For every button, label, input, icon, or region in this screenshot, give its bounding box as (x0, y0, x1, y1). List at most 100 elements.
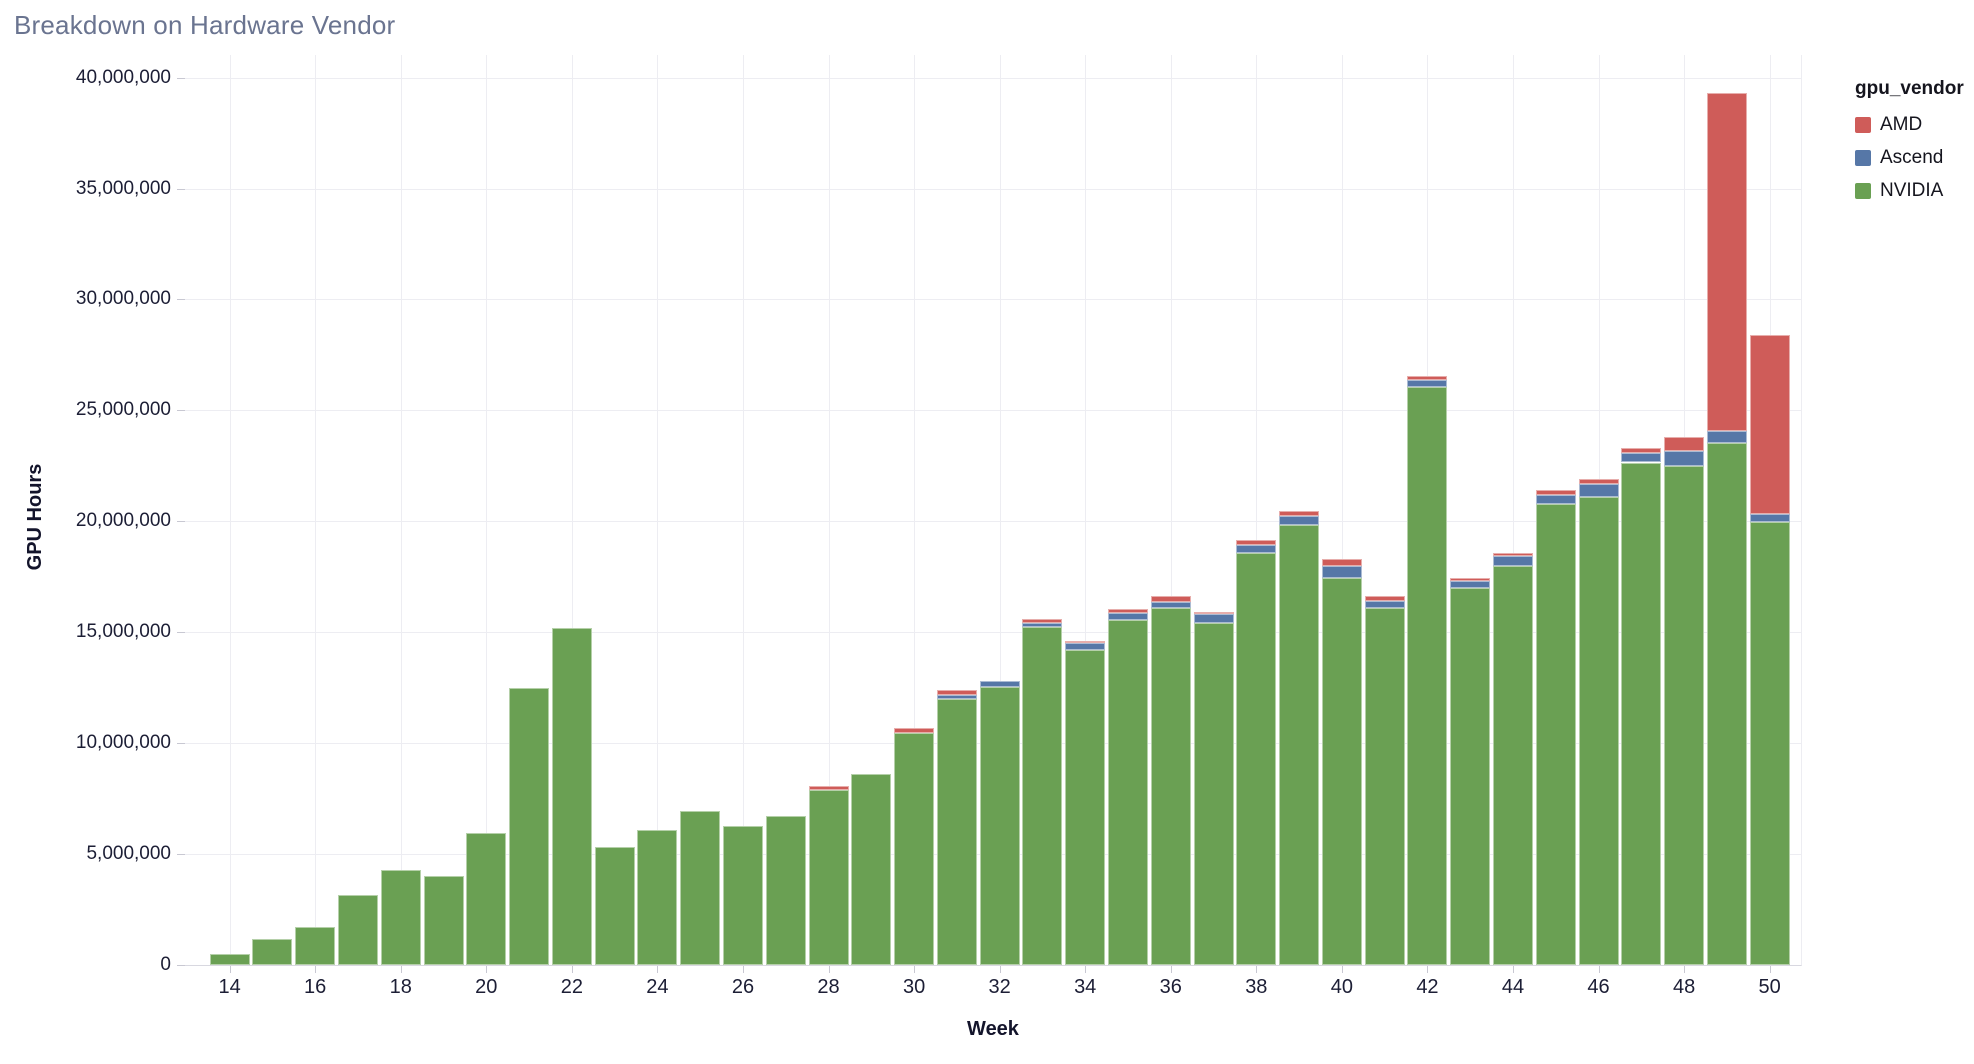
x-tick-label: 36 (1159, 976, 1182, 998)
x-tick-label: 38 (1245, 976, 1268, 998)
x-tick-label: 16 (304, 976, 327, 998)
bar-week-48-amd (1664, 436, 1705, 452)
legend-swatch-nvidia (1855, 183, 1871, 199)
bar-week-31-nvidia (936, 698, 977, 965)
gridline-v (914, 55, 916, 965)
bar-week-41-nvidia (1364, 607, 1405, 965)
x-tick-label: 18 (389, 976, 412, 998)
plot-area (185, 55, 1802, 966)
y-tick-label: 0 (160, 954, 171, 975)
bar-week-33-nvidia (1022, 626, 1063, 965)
gridline-v (1513, 55, 1514, 965)
legend-item-ascend[interactable]: Ascend (1855, 147, 1964, 169)
bar-week-21-nvidia (509, 687, 550, 965)
bar-week-43-nvidia (1450, 587, 1491, 965)
y-tick-label: 35,000,000 (75, 177, 171, 199)
x-tick-label: 44 (1501, 976, 1525, 998)
gridline-v (1170, 55, 1172, 965)
gridline-v (1341, 55, 1343, 965)
bar-week-32-nvidia (979, 686, 1020, 965)
gridline-v (1085, 55, 1087, 965)
y-axis-tick (177, 521, 185, 523)
legend-item-nvidia[interactable]: NVIDIA (1855, 180, 1964, 202)
x-axis-tick (1341, 966, 1343, 973)
x-axis-tick (1769, 966, 1771, 973)
bar-week-49-amd (1706, 93, 1747, 432)
x-axis-tick (1598, 966, 1600, 973)
y-axis-tick (177, 188, 185, 190)
bar-week-29-nvidia (851, 774, 892, 965)
bar-week-24-nvidia (637, 829, 678, 965)
bar-week-44-ascend (1493, 555, 1533, 566)
y-axis-tick (177, 299, 185, 301)
bar-week-42-amd (1407, 375, 1448, 381)
bar-week-46-amd (1578, 479, 1619, 484)
y-axis-tick (177, 965, 185, 966)
x-axis-tick (1427, 966, 1429, 973)
bar-week-44-amd (1493, 553, 1533, 556)
gridline-v (1256, 55, 1258, 965)
y-axis-tick (177, 632, 185, 634)
bar-week-50-nvidia (1749, 522, 1790, 965)
bar-week-27-nvidia (765, 816, 806, 965)
gridline-v (742, 55, 744, 965)
bar-week-50-amd (1749, 334, 1790, 514)
bar-week-47-amd (1621, 448, 1662, 453)
bar-week-28-amd (808, 786, 849, 790)
bar-week-41-amd (1364, 595, 1405, 602)
legend-item-label: NVIDIA (1880, 180, 1944, 201)
y-tick-label: 10,000,000 (75, 732, 171, 754)
bar-week-44-nvidia (1493, 565, 1533, 965)
bar-week-49-ascend (1706, 431, 1747, 443)
bar-week-15-nvidia (252, 939, 293, 965)
y-axis-tick (177, 854, 185, 856)
x-axis-tick (742, 966, 744, 973)
bar-week-34-nvidia (1065, 649, 1106, 965)
bar-week-38-amd (1236, 540, 1277, 545)
bar-week-48-ascend (1664, 451, 1705, 466)
x-tick-label: 46 (1587, 976, 1610, 998)
x-tick-label: 24 (646, 976, 669, 998)
legend-item-amd[interactable]: AMD (1855, 114, 1964, 136)
gridline-v (315, 55, 317, 965)
x-axis-tick (315, 966, 317, 973)
bar-week-36-nvidia (1150, 607, 1191, 965)
bar-week-25-nvidia (680, 810, 721, 965)
x-axis-tick (1513, 966, 1514, 973)
x-axis-tick (1256, 966, 1258, 973)
bar-week-37-ascend (1193, 614, 1234, 624)
bar-week-35-nvidia (1107, 620, 1148, 965)
bar-week-43-amd (1450, 577, 1491, 582)
gridline-h (185, 521, 1801, 523)
bar-week-43-ascend (1450, 581, 1491, 588)
bar-week-20-nvidia (466, 832, 507, 965)
x-tick-label: 42 (1416, 976, 1439, 998)
x-tick-label: 14 (218, 976, 241, 998)
y-axis-tick (177, 77, 185, 79)
gridline-v (828, 55, 830, 965)
bar-week-45-amd (1535, 490, 1576, 495)
x-axis-tick (1684, 966, 1686, 973)
bar-week-19-nvidia (423, 876, 464, 965)
x-axis-tick (657, 966, 659, 973)
bar-week-40-ascend (1321, 565, 1362, 578)
bar-week-47-nvidia (1621, 462, 1662, 965)
bar-week-37-amd (1193, 612, 1234, 615)
y-tick-label: 5,000,000 (86, 843, 171, 865)
bar-week-30-nvidia (894, 733, 935, 965)
bar-week-33-ascend (1022, 623, 1063, 627)
x-axis-tick (486, 966, 488, 973)
gridline-v (571, 55, 573, 965)
bar-week-35-ascend (1107, 613, 1148, 620)
x-axis-tick (828, 966, 830, 973)
gridline-h (185, 632, 1801, 634)
bar-week-50-ascend (1749, 513, 1790, 523)
bar-week-40-amd (1321, 559, 1362, 566)
legend-swatch-amd (1855, 117, 1871, 133)
bar-week-36-amd (1150, 595, 1191, 603)
bar-week-31-ascend (936, 695, 977, 699)
bar-week-34-ascend (1065, 643, 1106, 650)
x-axis-tick (914, 966, 916, 973)
bar-week-33-amd (1022, 618, 1063, 624)
